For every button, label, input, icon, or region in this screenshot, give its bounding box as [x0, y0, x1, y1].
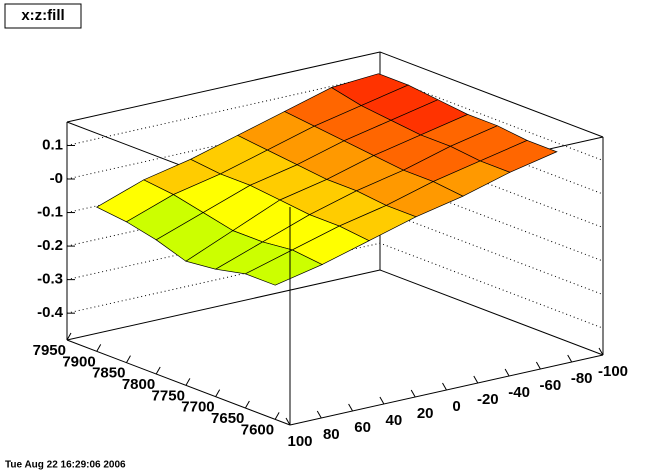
tick-mark: [348, 403, 354, 412]
box-edge: [66, 51, 381, 123]
x-tick-label: 0: [452, 398, 460, 415]
z-tick-label: -0.4: [37, 304, 64, 321]
tick-mark: [155, 366, 161, 375]
y-tick-label: 7800: [122, 376, 155, 393]
title-box: [4, 3, 82, 29]
x-tick-label: 20: [417, 405, 434, 422]
z-tick-label: -0.2: [37, 237, 63, 254]
tick-mark: [285, 417, 291, 426]
tick-mark: [215, 389, 221, 397]
tick-mark: [185, 378, 191, 386]
tick-mark: [379, 396, 385, 405]
tick-mark: [410, 389, 416, 398]
x-tick-label: -100: [598, 363, 628, 380]
y-tick-label: 7950: [33, 342, 66, 359]
y-tick-label: 7700: [181, 399, 214, 416]
x-tick-label: 60: [354, 419, 371, 436]
box-edge: [66, 269, 381, 341]
box-edge: [379, 51, 604, 138]
y-tick-label: 7650: [211, 410, 244, 427]
z-tick-label: -0.1: [37, 204, 63, 221]
box-edge: [66, 339, 291, 426]
chart-title: x:z:fill: [21, 7, 64, 24]
x-tick-label: -20: [477, 391, 499, 408]
x-tick-label: 80: [323, 426, 340, 443]
timestamp: Tue Aug 22 16:29:06 2006: [5, 460, 126, 471]
tick-mark: [598, 347, 604, 356]
x-tick-label: -80: [571, 370, 593, 387]
x-tick-label: 100: [287, 433, 312, 450]
tick-mark: [66, 332, 72, 341]
tick-mark: [535, 361, 541, 370]
y-tick-label: 7900: [62, 353, 95, 370]
tick-mark: [244, 400, 250, 409]
y-tick-label: 7750: [152, 387, 185, 404]
tick-mark: [442, 382, 447, 391]
tick-mark: [473, 375, 479, 384]
surface-cell: [244, 249, 323, 286]
z-tick-label: 0.1: [42, 136, 63, 153]
y-tick-label: 7850: [92, 365, 125, 382]
tick-mark: [567, 354, 573, 363]
x-tick-label: 40: [386, 412, 403, 429]
y-tick-label: 7600: [241, 421, 274, 438]
box-edge: [379, 269, 604, 356]
tick-mark: [504, 368, 510, 377]
z-tick-label: -0.3: [37, 271, 63, 288]
tick-mark: [274, 412, 280, 420]
z-tick-label: -0: [50, 170, 63, 187]
x-tick-label: -40: [508, 384, 530, 401]
x-tick-label: -60: [540, 377, 562, 394]
tick-mark: [96, 344, 102, 352]
tick-mark: [126, 355, 131, 363]
tick-mark: [316, 410, 322, 419]
